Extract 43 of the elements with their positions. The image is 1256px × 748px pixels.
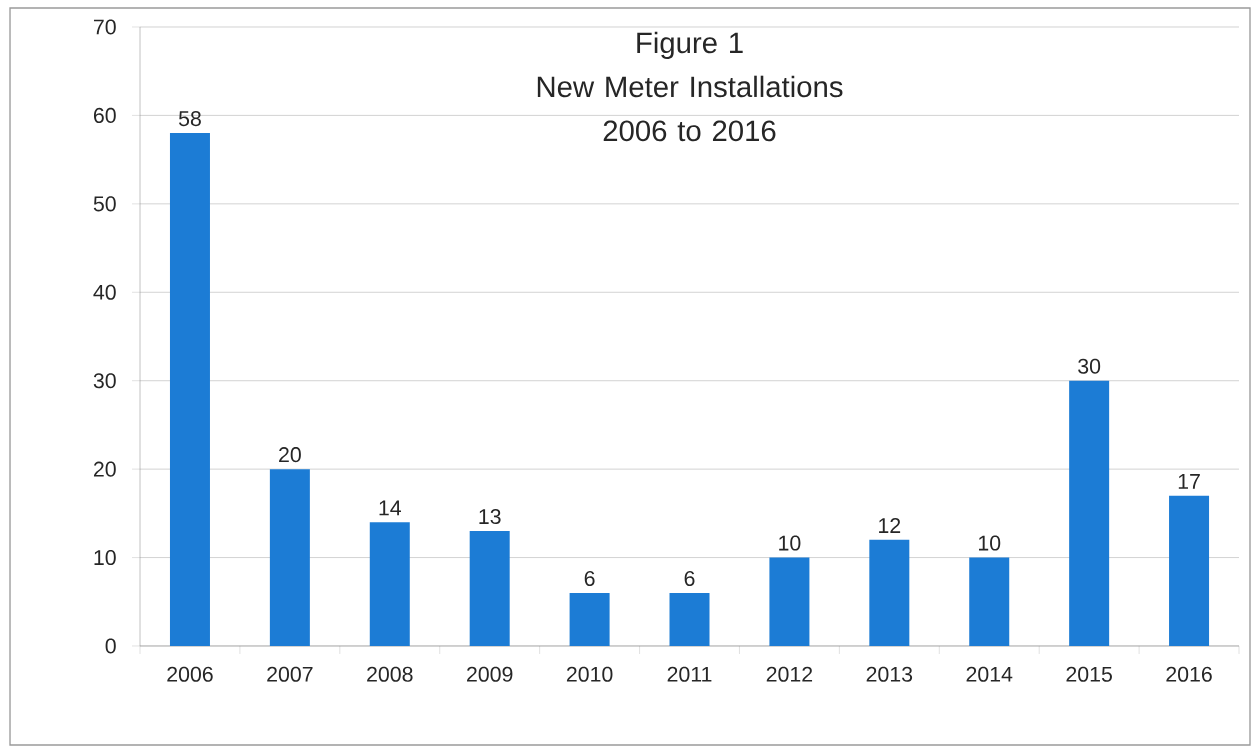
x-tick-label: 2008	[367, 666, 413, 682]
x-tick-label: 2010	[566, 666, 613, 682]
bar	[169, 133, 210, 646]
data-label: 58	[178, 111, 201, 127]
bar	[1169, 495, 1210, 646]
y-tick-label: 70	[93, 19, 116, 35]
x-tick-label: 2012	[766, 666, 813, 682]
data-label: 10	[779, 535, 801, 551]
x-tick-label: 2007	[267, 666, 313, 682]
data-label: 30	[1078, 358, 1101, 374]
data-label: 14	[379, 500, 402, 516]
x-tick-label: 2011	[667, 666, 712, 682]
data-label: 6	[684, 570, 695, 586]
chart-title: Figure 1	[637, 31, 743, 60]
y-tick-label: 40	[93, 284, 116, 300]
bar	[969, 557, 1010, 646]
x-tick-label: 2016	[1166, 666, 1212, 682]
bar	[669, 592, 710, 646]
y-tick-label: 0	[105, 638, 116, 654]
y-tick-label: 10	[94, 550, 116, 566]
data-label: 6	[584, 570, 595, 586]
data-label: 12	[879, 518, 901, 533]
bar	[469, 531, 510, 646]
bar	[369, 522, 410, 646]
x-tick-label: 2006	[167, 666, 213, 682]
x-tick-label: 2009	[467, 666, 513, 682]
bar	[869, 539, 910, 646]
x-tick-label: 2014	[966, 666, 1013, 682]
y-tick-label: 20	[93, 461, 116, 477]
bar	[769, 557, 810, 646]
data-label: 17	[1178, 474, 1200, 489]
data-label: 20	[279, 447, 301, 463]
y-tick-label: 60	[93, 107, 116, 123]
data-label: 13	[479, 509, 501, 525]
bar	[1069, 380, 1110, 646]
x-tick-label: 2013	[866, 666, 913, 682]
x-tick-label: 2015	[1066, 666, 1112, 682]
data-label: 10	[979, 535, 1001, 551]
y-tick-label: 50	[93, 196, 116, 212]
bar	[269, 469, 310, 646]
bar	[569, 592, 610, 646]
text: New Meter Installations 2006 to 2016	[537, 75, 843, 142]
y-tick-label: 30	[93, 373, 116, 389]
